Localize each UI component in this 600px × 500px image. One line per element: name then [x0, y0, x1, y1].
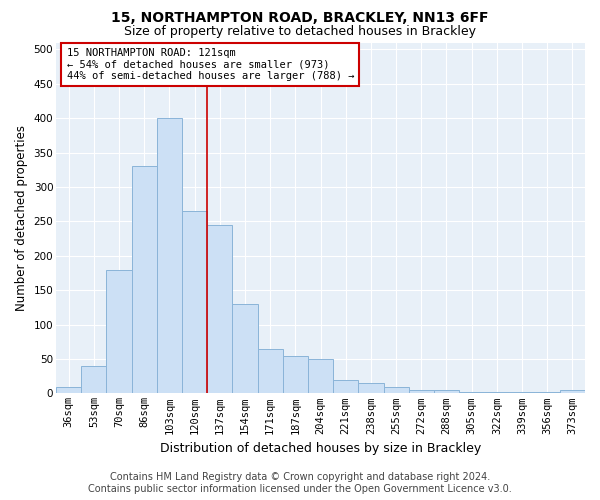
Text: 15 NORTHAMPTON ROAD: 121sqm
← 54% of detached houses are smaller (973)
44% of se: 15 NORTHAMPTON ROAD: 121sqm ← 54% of det…: [67, 48, 354, 81]
Bar: [509, 392, 535, 394]
Bar: [358, 383, 383, 394]
Bar: [409, 390, 434, 394]
Text: Contains HM Land Registry data © Crown copyright and database right 2024.
Contai: Contains HM Land Registry data © Crown c…: [88, 472, 512, 494]
Y-axis label: Number of detached properties: Number of detached properties: [15, 125, 28, 311]
Bar: [560, 390, 585, 394]
Bar: [131, 166, 157, 394]
Bar: [257, 348, 283, 394]
Bar: [207, 225, 232, 394]
Bar: [232, 304, 257, 394]
Bar: [157, 118, 182, 394]
Bar: [308, 359, 333, 394]
Bar: [434, 390, 459, 394]
Bar: [81, 366, 106, 394]
Text: 15, NORTHAMPTON ROAD, BRACKLEY, NN13 6FF: 15, NORTHAMPTON ROAD, BRACKLEY, NN13 6FF: [111, 12, 489, 26]
Bar: [459, 392, 484, 394]
Bar: [182, 211, 207, 394]
Text: Size of property relative to detached houses in Brackley: Size of property relative to detached ho…: [124, 25, 476, 38]
Bar: [333, 380, 358, 394]
X-axis label: Distribution of detached houses by size in Brackley: Distribution of detached houses by size …: [160, 442, 481, 455]
Bar: [484, 392, 509, 394]
Bar: [283, 356, 308, 394]
Bar: [535, 392, 560, 394]
Bar: [56, 386, 81, 394]
Bar: [106, 270, 131, 394]
Bar: [383, 386, 409, 394]
